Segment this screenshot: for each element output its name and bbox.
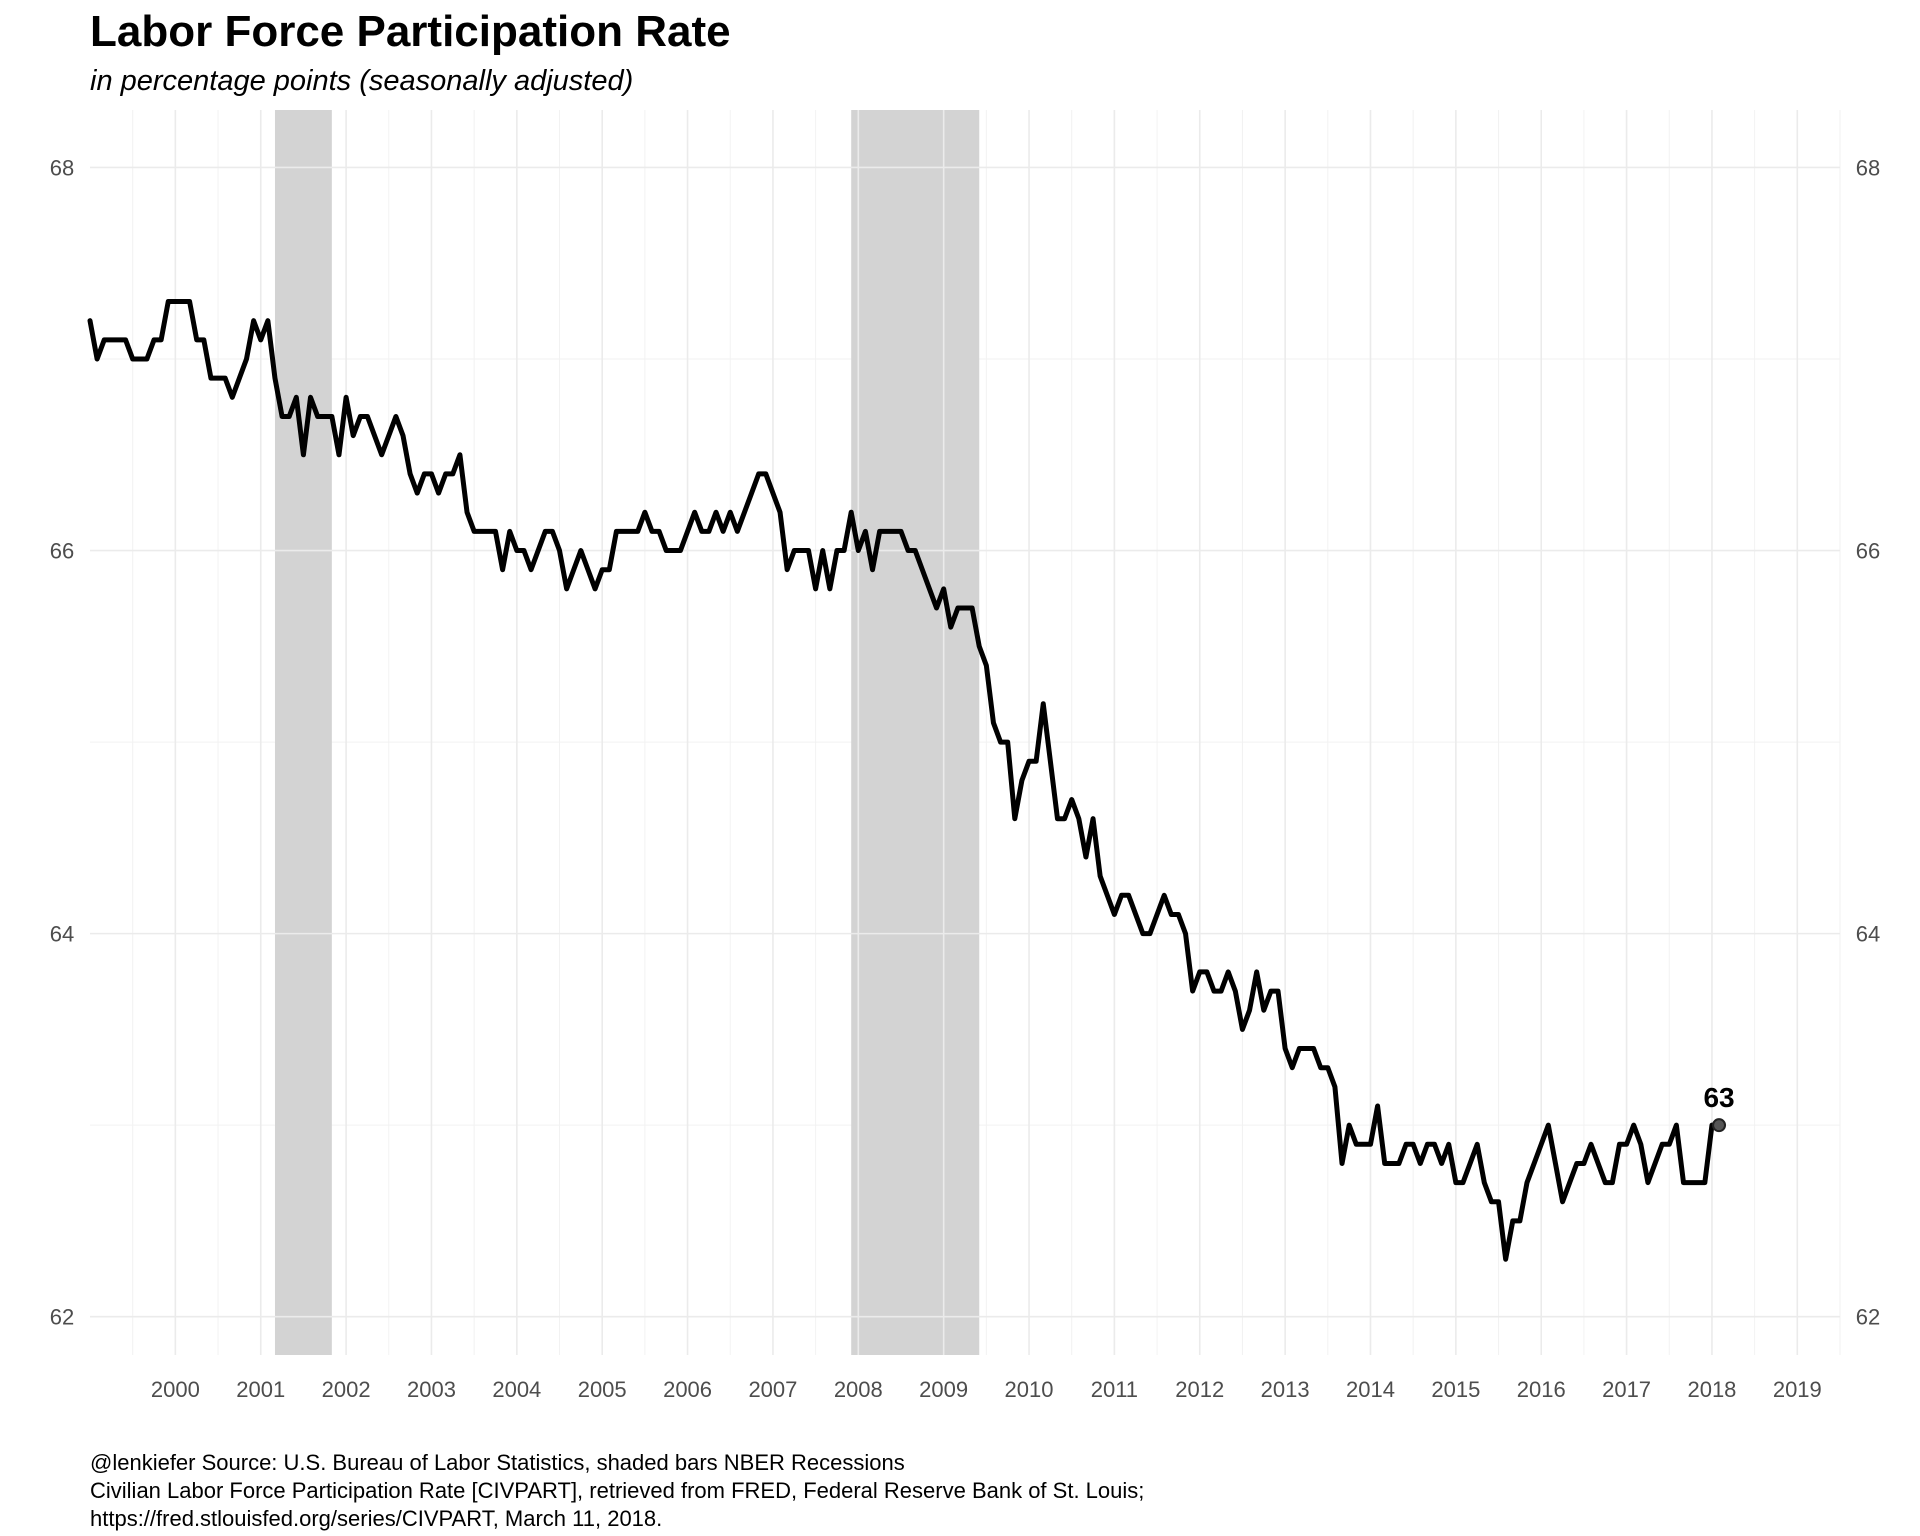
recession-bars <box>274 110 980 1355</box>
chart-title: Labor Force Participation Rate <box>90 7 731 56</box>
x-tick-label: 2000 <box>151 1377 200 1402</box>
recession-bar-2 <box>851 110 980 1355</box>
y-tick-label-left: 62 <box>50 1305 74 1330</box>
y-tick-label-left: 68 <box>50 155 74 180</box>
latest-value-point <box>1712 1118 1727 1133</box>
y-tick-label-right: 68 <box>1856 155 1880 180</box>
latest-value-label: 63 <box>1703 1082 1734 1113</box>
x-tick-label: 2007 <box>748 1377 797 1402</box>
x-tick-label: 2009 <box>919 1377 968 1402</box>
y-tick-label-right: 66 <box>1856 539 1880 564</box>
x-tick-label: 2008 <box>834 1377 883 1402</box>
x-tick-label: 2004 <box>492 1377 541 1402</box>
x-tick-label: 2018 <box>1687 1377 1736 1402</box>
x-axis-labels: 2000 2001 2002 2003 2004 2005 2006 2007 2008 2009… <box>151 1377 1822 1402</box>
major-gridlines <box>90 110 1840 1355</box>
x-tick-label: 2002 <box>322 1377 371 1402</box>
x-tick-label: 2003 <box>407 1377 456 1402</box>
y-tick-label-right: 64 <box>1856 922 1880 947</box>
y-tick-label-left: 64 <box>50 922 74 947</box>
x-tick-label: 2019 <box>1773 1377 1822 1402</box>
x-tick-label: 2014 <box>1346 1377 1395 1402</box>
x-tick-label: 2013 <box>1261 1377 1310 1402</box>
x-tick-label: 2001 <box>236 1377 285 1402</box>
x-tick-label: 2015 <box>1431 1377 1480 1402</box>
caption-line-1: @lenkiefer Source: U.S. Bureau of Labor … <box>90 1450 905 1475</box>
series-layer <box>87 299 1715 1262</box>
y-axis-labels: 62 62 64 64 66 66 68 68 <box>50 155 1880 1329</box>
y-tick-label-right: 62 <box>1856 1305 1880 1330</box>
caption-line-3: https://fred.stlouisfed.org/series/CIVPA… <box>90 1506 662 1531</box>
y-tick-label-left: 66 <box>50 539 74 564</box>
series-line-1 <box>87 299 1715 1262</box>
x-tick-label: 2005 <box>578 1377 627 1402</box>
x-tick-label: 2011 <box>1091 1377 1138 1402</box>
caption-line-2: Civilian Labor Force Participation Rate … <box>90 1478 1144 1503</box>
x-tick-label: 2017 <box>1602 1377 1651 1402</box>
chart-subtitle: in percentage points (seasonally adjuste… <box>90 65 633 97</box>
x-tick-label: 2006 <box>663 1377 712 1402</box>
recession-bar-1 <box>274 110 332 1355</box>
x-tick-label: 2012 <box>1175 1377 1224 1402</box>
x-tick-label: 2010 <box>1005 1377 1054 1402</box>
x-tick-label: 2016 <box>1517 1377 1566 1402</box>
